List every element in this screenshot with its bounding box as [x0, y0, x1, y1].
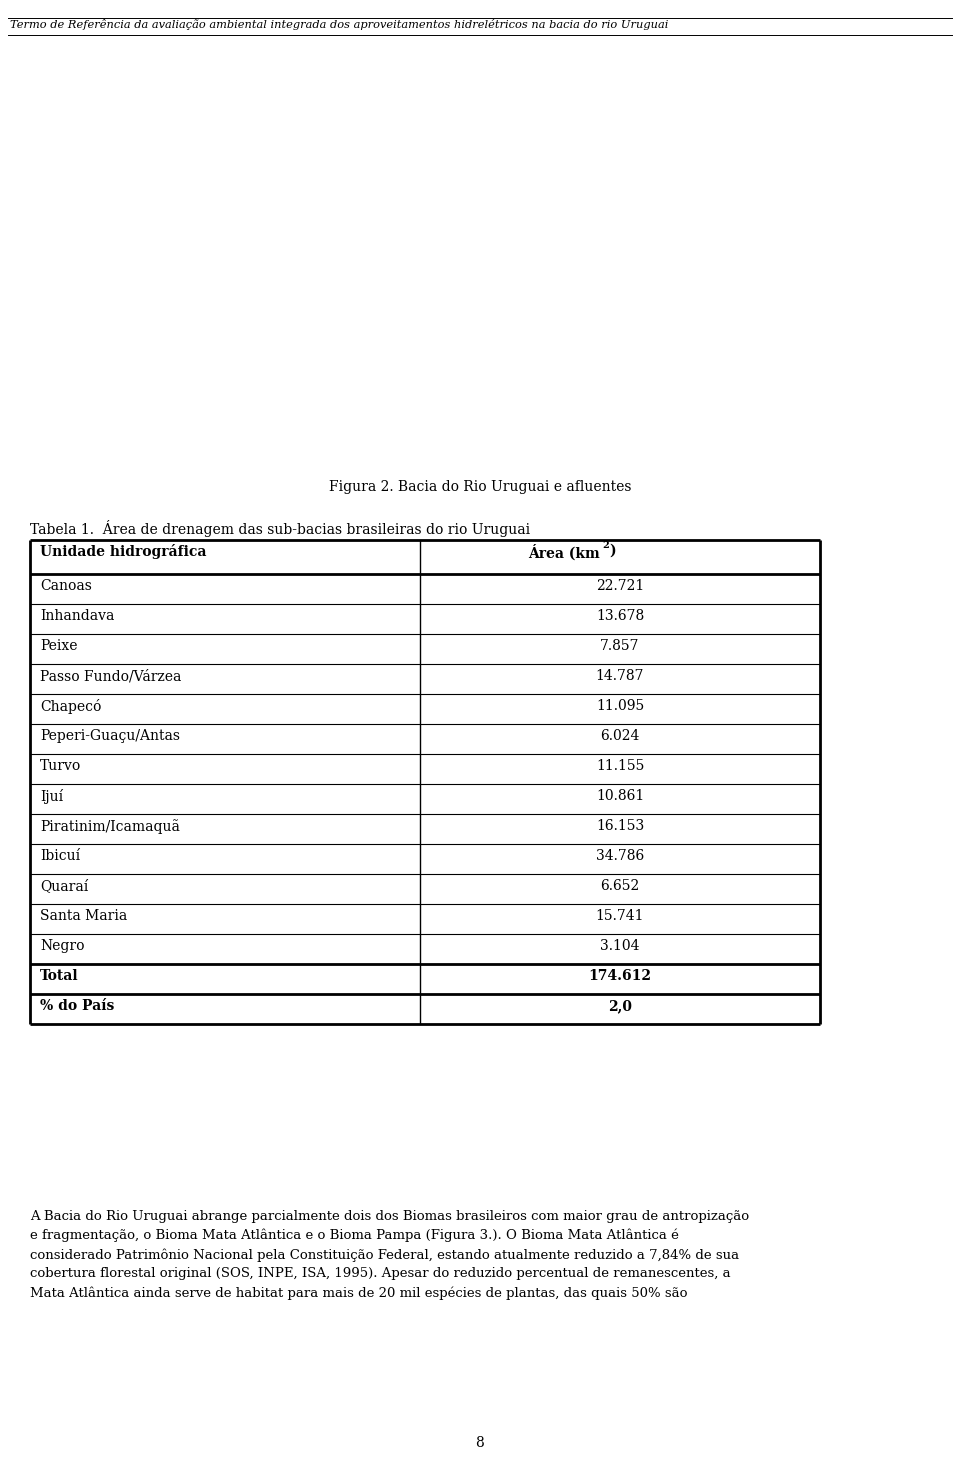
Text: Santa Maria: Santa Maria: [40, 909, 128, 924]
Text: Chapecó: Chapecó: [40, 699, 102, 713]
Text: 2: 2: [603, 542, 610, 551]
Text: Turvo: Turvo: [40, 759, 82, 773]
Text: 174.612: 174.612: [588, 969, 652, 983]
Text: Piratinim/Icamaquã: Piratinim/Icamaquã: [40, 818, 180, 833]
Text: Termo de Referência da avaliação ambiental integrada dos aproveitamentos hidrelé: Termo de Referência da avaliação ambient…: [10, 19, 668, 30]
Text: Total: Total: [40, 969, 79, 983]
Text: Mata Atlântica ainda serve de habitat para mais de 20 mil espécies de plantas, d: Mata Atlântica ainda serve de habitat pa…: [30, 1286, 687, 1299]
Text: 2,0: 2,0: [608, 999, 632, 1012]
Text: 8: 8: [475, 1436, 485, 1450]
Text: Inhandava: Inhandava: [40, 608, 114, 623]
Text: 6.024: 6.024: [600, 730, 639, 743]
Text: 11.095: 11.095: [596, 699, 644, 713]
Text: 3.104: 3.104: [600, 938, 639, 953]
Text: 16.153: 16.153: [596, 818, 644, 833]
Text: % do País: % do País: [40, 999, 114, 1012]
Text: Figura 2. Bacia do Rio Uruguai e afluentes: Figura 2. Bacia do Rio Uruguai e afluent…: [328, 480, 632, 494]
Text: Tabela 1.  Área de drenagem das sub-bacias brasileiras do rio Uruguai: Tabela 1. Área de drenagem das sub-bacia…: [30, 519, 530, 537]
Text: A Bacia do Rio Uruguai abrange parcialmente dois dos Biomas brasileiros com maio: A Bacia do Rio Uruguai abrange parcialme…: [30, 1211, 749, 1222]
Text: Unidade hidrográfica: Unidade hidrográfica: [40, 545, 206, 559]
Text: Quaraí: Quaraí: [40, 879, 88, 892]
Text: 7.857: 7.857: [600, 639, 639, 653]
Text: Peixe: Peixe: [40, 639, 78, 653]
Text: 10.861: 10.861: [596, 789, 644, 804]
Text: 11.155: 11.155: [596, 759, 644, 773]
Text: Ibicuí: Ibicuí: [40, 850, 80, 863]
Text: Canoas: Canoas: [40, 579, 92, 593]
Text: 6.652: 6.652: [600, 879, 639, 892]
Bar: [30, 40, 930, 460]
Text: Peperi-Guaçu/Antas: Peperi-Guaçu/Antas: [40, 730, 180, 743]
Text: 34.786: 34.786: [596, 850, 644, 863]
Text: cobertura florestal original (SOS, INPE, ISA, 1995). Apesar do reduzido percentu: cobertura florestal original (SOS, INPE,…: [30, 1267, 731, 1280]
Text: 14.787: 14.787: [596, 669, 644, 682]
Text: Passo Fundo/Várzea: Passo Fundo/Várzea: [40, 669, 181, 682]
Text: Negro: Negro: [40, 938, 84, 953]
Text: considerado Patrimônio Nacional pela Constituição Federal, estando atualmente re: considerado Patrimônio Nacional pela Con…: [30, 1248, 739, 1261]
Text: ): ): [609, 545, 615, 558]
Text: Ijuí: Ijuí: [40, 789, 63, 804]
Text: e fragmentação, o Bioma Mata Atlântica e o Bioma Pampa (Figura 3.). O Bioma Mata: e fragmentação, o Bioma Mata Atlântica e…: [30, 1228, 679, 1243]
Text: 15.741: 15.741: [596, 909, 644, 924]
Text: Área (km: Área (km: [528, 545, 600, 561]
Text: 13.678: 13.678: [596, 608, 644, 623]
Text: 22.721: 22.721: [596, 579, 644, 593]
